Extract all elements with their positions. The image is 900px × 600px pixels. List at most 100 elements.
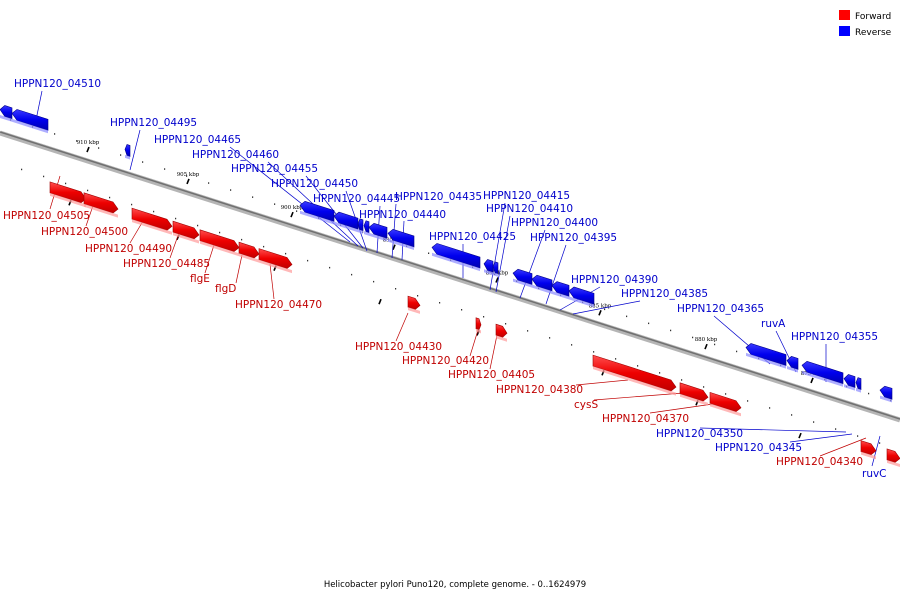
gene-label[interactable]: HPPN120_04365 (677, 303, 764, 315)
reverse-gene[interactable] (363, 220, 370, 234)
gene-label[interactable]: HPPN120_04415 (483, 190, 570, 202)
genome-backbone (0, 130, 900, 423)
reverse-gene[interactable] (124, 144, 131, 157)
forward-gene[interactable] (49, 181, 87, 204)
reverse-gene[interactable] (786, 356, 799, 370)
scale-dot (131, 203, 133, 206)
gene-label[interactable]: HPPN120_04405 (448, 369, 535, 381)
forward-gene[interactable] (709, 391, 742, 413)
reverse-gene[interactable] (843, 374, 856, 389)
scale-dot (648, 322, 650, 325)
forward-gene[interactable] (407, 295, 421, 310)
gene-label[interactable]: HPPN120_04410 (486, 203, 573, 215)
gene-shadow (532, 284, 552, 294)
forward-gene[interactable] (131, 207, 173, 231)
gene-label[interactable]: HPPN120_04485 (123, 258, 210, 270)
scale-dot (681, 379, 683, 381)
scale-dot (747, 400, 749, 402)
legend-forward-label: Forward (855, 12, 891, 22)
scale-dot (868, 392, 870, 395)
forward-gene[interactable] (679, 382, 709, 402)
gene-label[interactable]: HPPN120_04430 (355, 341, 442, 353)
scale-dot (593, 351, 595, 353)
gene-label[interactable]: ruvA (761, 318, 786, 330)
leader-line (305, 175, 364, 249)
gene-label[interactable]: cysS (574, 399, 598, 411)
gene-label[interactable]: HPPN120_04395 (530, 232, 617, 244)
gene-label[interactable]: HPPN120_04370 (602, 413, 689, 425)
scale-dot (670, 329, 672, 332)
gene-shadow (239, 253, 259, 263)
gene-label[interactable]: HPPN120_04380 (496, 384, 583, 396)
gene-shadow (880, 395, 892, 403)
gene-label[interactable]: HPPN120_04490 (85, 243, 172, 255)
gene-label[interactable]: HPPN120_04460 (192, 149, 279, 161)
gene-label[interactable]: HPPN120_04450 (271, 178, 358, 190)
forward-gene[interactable] (886, 448, 900, 463)
gene-label[interactable]: HPPN120_04445 (313, 193, 400, 205)
forward-gene[interactable] (860, 440, 877, 456)
gene-label[interactable]: ruvC (862, 468, 887, 480)
reverse-gene[interactable] (879, 385, 893, 400)
forward-gene[interactable] (258, 248, 293, 269)
gene-shadow (200, 240, 239, 257)
forward-gene[interactable] (475, 317, 482, 331)
reverse-gene[interactable] (745, 343, 787, 367)
leader-line (129, 129, 141, 171)
gene-shadow (369, 232, 387, 242)
gene-label[interactable]: HPPN120_04455 (231, 163, 318, 175)
gene-label[interactable]: HPPN120_04495 (110, 117, 197, 129)
gene-label[interactable]: HPPN120_04465 (154, 134, 241, 146)
scale-dot (307, 259, 309, 262)
forward-gene[interactable] (172, 220, 200, 240)
scale-dot (483, 316, 485, 318)
reverse-gene[interactable] (568, 286, 595, 305)
gene-shadow (746, 352, 786, 369)
scale-dot (274, 203, 276, 205)
reverse-gene[interactable] (11, 109, 49, 131)
gene-label[interactable]: HPPN120_04425 (429, 231, 516, 243)
gene-label[interactable]: HPPN120_04435 (395, 191, 482, 203)
scale-dot (43, 175, 45, 178)
scale-tick (378, 298, 382, 305)
gene-label[interactable]: HPPN120_04340 (776, 456, 863, 468)
reverse-gene[interactable] (387, 228, 415, 248)
gene-label[interactable]: HPPN120_04355 (791, 331, 878, 343)
genome-backbone-core (0, 131, 900, 420)
gene-label[interactable]: HPPN120_04470 (235, 299, 322, 311)
scale-dot (197, 224, 199, 227)
leader-line (649, 402, 721, 414)
gene-label[interactable]: HPPN120_04345 (715, 442, 802, 454)
reverse-gene[interactable] (492, 261, 499, 275)
gene-label[interactable]: HPPN120_04400 (511, 217, 598, 229)
gene-label[interactable]: HPPN120_04385 (621, 288, 708, 300)
reverse-gene[interactable] (431, 243, 481, 269)
gene-label[interactable]: HPPN120_04510 (14, 78, 101, 90)
reverse-gene[interactable] (357, 218, 364, 232)
gene-shadow (173, 232, 199, 244)
gene-label[interactable]: HPPN120_04500 (41, 226, 128, 238)
gene-label[interactable]: HPPN120_04350 (656, 428, 743, 440)
gene-shadow (680, 393, 708, 406)
gene-label[interactable]: flgD (215, 283, 236, 295)
forward-gene[interactable] (495, 323, 508, 338)
forward-gene[interactable] (238, 241, 260, 259)
gene-label[interactable]: HPPN120_04420 (402, 355, 489, 367)
reverse-gene[interactable] (368, 222, 388, 239)
reverse-gene[interactable] (855, 377, 862, 391)
gene-label[interactable]: flgE (190, 273, 210, 285)
scale-tick-label: 910 kbp (77, 140, 100, 146)
gene-shadow (802, 370, 843, 387)
scale-dot (263, 245, 265, 248)
leader-line (593, 391, 697, 401)
gene-label[interactable]: HPPN120_04505 (3, 210, 90, 222)
forward-gene[interactable] (83, 192, 119, 214)
scale-tick (86, 146, 90, 153)
reverse-gene[interactable] (801, 360, 844, 385)
scale-dot (428, 252, 430, 254)
gene-shadow (408, 307, 420, 314)
gene-label[interactable]: HPPN120_04390 (571, 274, 658, 286)
forward-gene[interactable] (592, 354, 677, 392)
gene-label[interactable]: HPPN120_04440 (359, 209, 446, 221)
forward-gene[interactable] (199, 229, 240, 252)
